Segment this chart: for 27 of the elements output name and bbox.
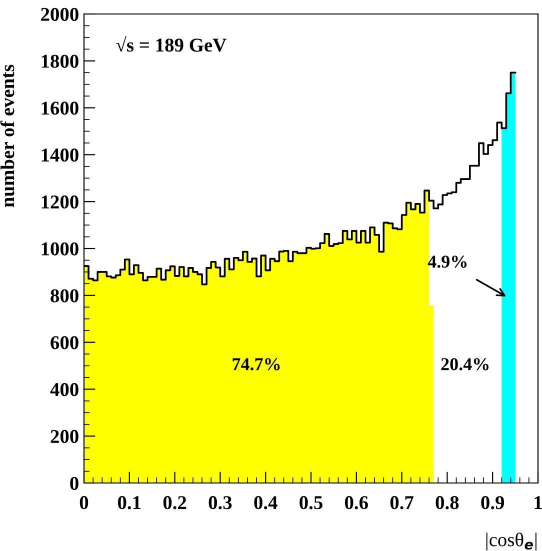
y-tick-label: 1000 xyxy=(42,242,78,256)
x-tick-label: 0.2 xyxy=(163,496,186,510)
x-tick-label: 0.7 xyxy=(390,496,414,510)
y-tick-label: 400 xyxy=(50,383,78,396)
y-tick-label: 0 xyxy=(70,476,78,490)
x-tick-label: 0.1 xyxy=(118,496,141,510)
y-tick-label: 1800 xyxy=(42,54,78,68)
y-tick-label: 200 xyxy=(50,430,78,444)
x-tick-label: 0.5 xyxy=(300,496,322,510)
annotation: 74.7% xyxy=(232,358,280,370)
x-axis-title: |cosθ$_{e}$| xyxy=(486,532,536,550)
y-tick-label: 1200 xyxy=(42,195,78,209)
x-tick-label: 0.6 xyxy=(344,496,368,510)
x-tick-label: 0.4 xyxy=(254,496,278,510)
y-tick-label: 1400 xyxy=(42,148,78,162)
y-axis-title: number of events xyxy=(0,64,14,208)
x-tick-label: 0.8 xyxy=(436,496,459,510)
annotation: √s = 189 GeV xyxy=(116,36,226,52)
x-tick-label: 0.9 xyxy=(481,496,504,510)
annotation: 20.4% xyxy=(441,358,488,370)
y-tick-label: 800 xyxy=(50,289,78,302)
y-tick-label: 600 xyxy=(50,336,78,350)
x-tick-label: 0.3 xyxy=(208,496,232,510)
x-tick-label: 1 xyxy=(534,496,542,509)
x-tick-label: 0 xyxy=(80,496,88,510)
y-tick-label: 2000 xyxy=(41,8,78,21)
y-tick-label: 1600 xyxy=(42,102,78,115)
